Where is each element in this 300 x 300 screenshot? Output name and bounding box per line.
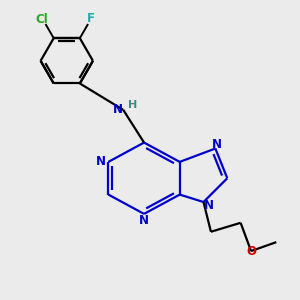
Text: N: N xyxy=(204,199,214,212)
Text: Cl: Cl xyxy=(35,13,48,26)
Text: N: N xyxy=(212,138,222,151)
Text: O: O xyxy=(246,244,256,258)
Text: N: N xyxy=(113,103,123,116)
Text: N: N xyxy=(139,214,149,227)
Text: H: H xyxy=(128,100,137,110)
Text: N: N xyxy=(96,155,106,168)
Text: F: F xyxy=(87,12,95,26)
